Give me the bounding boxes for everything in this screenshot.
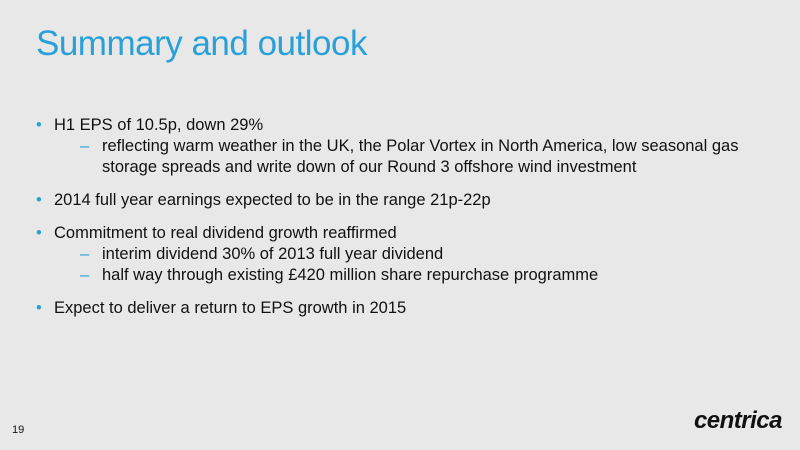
- title: Summary and outlook: [36, 24, 367, 63]
- sub-bullet: interim dividend 30% of 2013 full year d…: [36, 244, 776, 265]
- bullet: Expect to deliver a return to EPS growth…: [36, 298, 776, 319]
- bullet: 2014 full year earnings expected to be i…: [36, 190, 776, 211]
- bullet-text: 2014 full year earnings expected to be i…: [54, 191, 491, 209]
- bullet-text: Commitment to real dividend growth reaff…: [54, 224, 397, 242]
- sub-bullet: reflecting warm weather in the UK, the P…: [36, 136, 776, 178]
- bullet-text: Expect to deliver a return to EPS growth…: [54, 299, 407, 317]
- bullet-list: H1 EPS of 10.5p, down 29% reflecting warm…: [36, 115, 776, 331]
- sub-bullet: half way through existing £420 million s…: [36, 265, 776, 286]
- logo: centrica: [693, 407, 783, 434]
- bullet: H1 EPS of 10.5p, down 29% reflecting warm…: [36, 115, 776, 178]
- bullet-text: H1 EPS of 10.5p, down 29%: [54, 116, 264, 134]
- bullet: Commitment to real dividend growth reaff…: [36, 223, 776, 286]
- page-number: 19: [12, 424, 25, 436]
